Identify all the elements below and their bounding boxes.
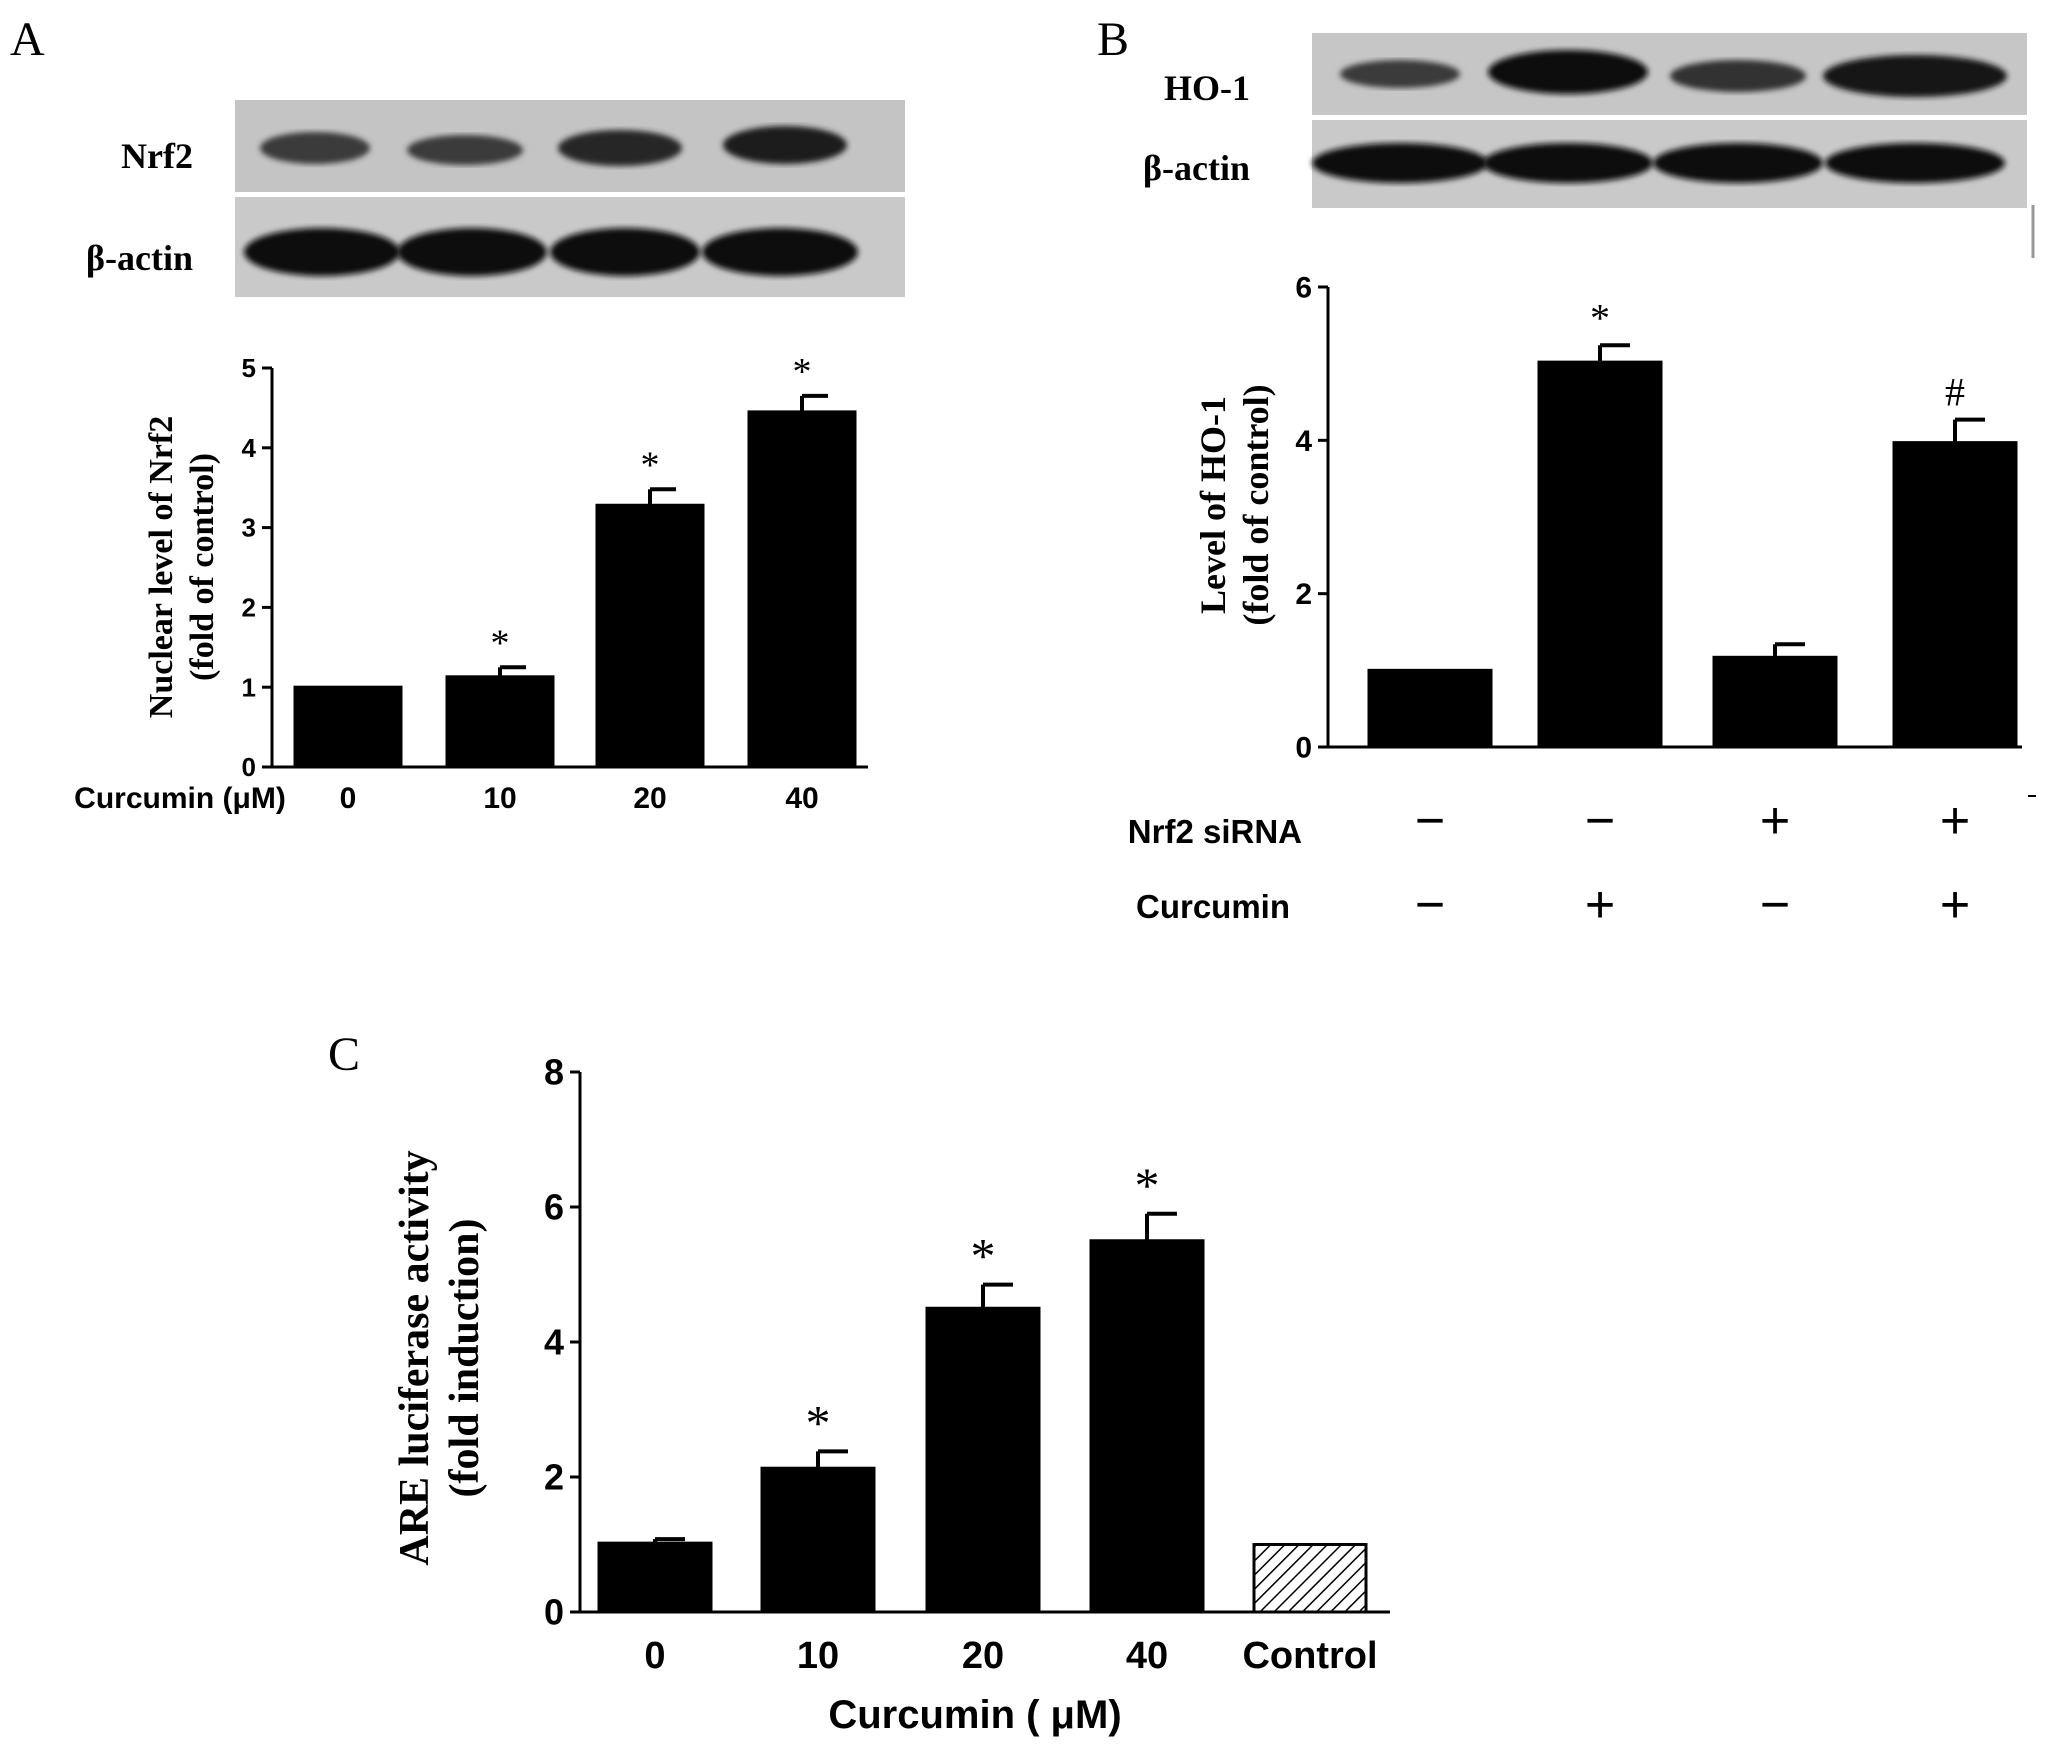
panel-b-condition-sign: −: [1585, 792, 1615, 850]
panel-c-y-axis-title-line1: ARE luciferase activity: [392, 1150, 438, 1565]
panel-a-category-label: 10: [483, 782, 516, 815]
panel-b-blot-bottom: [1312, 120, 2027, 208]
panel-a-bar: [595, 503, 705, 769]
panel-b-condition-sign: −: [1415, 792, 1445, 850]
panel-a-y-axis-title-line2: (fold of control): [184, 453, 221, 681]
panel-b-condition-sign: −: [1415, 876, 1445, 934]
panel-c-category-label: 0: [644, 1635, 665, 1677]
panel-b-significance-mark: *: [1590, 295, 1610, 340]
panel-b-condition-sign: +: [1760, 792, 1790, 850]
panel-b-condition-sign: +: [1585, 876, 1615, 934]
panel-c-bar: [1252, 1543, 1368, 1614]
panel-c-category-label: 20: [962, 1635, 1004, 1677]
panel-c-y-tick-label: 8: [544, 1052, 564, 1093]
panel-b-y-tick-label: 4: [1295, 425, 1312, 458]
panel-c-y-tick-label: 4: [544, 1322, 564, 1363]
panel-c: C 0 2 4 6 8 0 * 10 * 20 * 40 Control ARE luciferase …: [328, 1028, 1390, 1737]
panel-c-y-tick-label: 0: [544, 1592, 564, 1633]
panel-a-significance-mark: *: [793, 351, 812, 393]
panel-b-condition-sign: −: [1760, 876, 1790, 934]
panel-c-bar: [597, 1541, 713, 1614]
panel-c-chart: 0 2 4 6 8 0 * 10 * 20 * 40 Control: [544, 1052, 1390, 1677]
panel-b-condition-label-siRNA: Nrf2 siRNA: [1128, 813, 1302, 850]
panel-b-condition-signs: − − + + − + − +: [1415, 792, 1970, 934]
panel-b-condition-label-curcumin: Curcumin: [1136, 888, 1290, 925]
panel-a: A Nrf2 β-actin 0 1 2 3 4 5 0 * 10 * 20 * 40 Curcumin…: [10, 13, 905, 815]
panel-c-significance-mark: *: [971, 1228, 996, 1284]
panel-c-category-label: 10: [797, 1635, 839, 1677]
panel-a-blot-bottom: [235, 197, 905, 297]
panel-a-blot-top: [235, 100, 905, 192]
panel-b-blot-label-top: HO-1: [1164, 68, 1250, 108]
panel-c-significance-mark: *: [1135, 1157, 1160, 1213]
panel-b-y-axis-title-line1: Level of HO-1: [1193, 396, 1233, 614]
panel-b-blot-top: [1312, 33, 2027, 115]
panel-a-y-tick-label: 3: [242, 513, 256, 543]
panel-a-chart: 0 1 2 3 4 5 0 * 10 * 20 * 40: [242, 351, 868, 815]
panel-b-blot-label-bottom: β-actin: [1143, 148, 1250, 188]
panel-c-bar: [760, 1466, 876, 1614]
panel-c-category-label: 40: [1126, 1635, 1168, 1677]
panel-a-y-tick-label: 5: [242, 353, 256, 383]
panel-c-y-axis-title-line2: (fold induction): [442, 1219, 488, 1498]
panel-a-bar: [445, 675, 555, 769]
panel-b-condition-sign: +: [1940, 876, 1970, 934]
panel-letter-b: B: [1097, 13, 1129, 66]
panel-b-y-tick-label: 0: [1295, 732, 1312, 765]
panel-a-blot-label-bottom: β-actin: [86, 238, 193, 278]
panel-letter-a: A: [10, 13, 45, 66]
panel-a-bar: [293, 685, 403, 769]
panel-b-y-tick-label: 6: [1295, 272, 1312, 305]
panel-c-y-tick-label: 2: [544, 1457, 564, 1498]
panel-a-y-tick-label: 2: [242, 593, 256, 623]
panel-a-blot-label-top: Nrf2: [121, 136, 193, 176]
panel-a-y-tick-label: 0: [242, 752, 256, 782]
panel-b-condition-sign: +: [1940, 792, 1970, 850]
panel-b-bar: [1537, 360, 1663, 749]
panel-a-significance-mark: *: [491, 622, 510, 664]
panel-a-significance-mark: *: [641, 444, 660, 486]
panel-c-bar: [1089, 1239, 1205, 1614]
panel-b-chart: 0 2 4 6 * #: [1295, 272, 2022, 765]
panel-b-bar: [1367, 668, 1493, 749]
panel-b-bar: [1712, 655, 1838, 749]
panel-a-category-label: 40: [785, 782, 818, 815]
panel-b-y-tick-label: 2: [1295, 578, 1312, 611]
panel-c-bar: [925, 1306, 1041, 1614]
panel-b: B HO-1 β-actin 0 2 4 6 * # Level of HO-1 (fol…: [1097, 13, 2036, 934]
panel-b-y-axis-title-line2: (fold of control): [1236, 384, 1276, 625]
panel-c-significance-mark: *: [806, 1394, 831, 1450]
panel-a-y-tick-label: 4: [242, 433, 257, 463]
panel-a-category-label: 20: [633, 782, 666, 815]
panel-b-significance-mark: #: [1945, 370, 1965, 415]
panel-a-bar: [747, 410, 857, 769]
panel-a-y-axis-title-line1: Nuclear level of Nrf2: [143, 416, 180, 718]
panel-c-x-axis-title: Curcumin ( μM): [828, 1693, 1121, 1737]
panel-a-category-label: 0: [340, 782, 357, 815]
panel-letter-c: C: [328, 1028, 360, 1081]
panel-c-y-tick-label: 6: [544, 1187, 564, 1228]
panel-a-y-tick-label: 1: [242, 672, 256, 702]
panel-b-bar: [1892, 441, 2018, 749]
panel-c-category-label: Control: [1242, 1635, 1377, 1677]
panel-a-x-axis-title: Curcumin (μM): [74, 782, 286, 815]
